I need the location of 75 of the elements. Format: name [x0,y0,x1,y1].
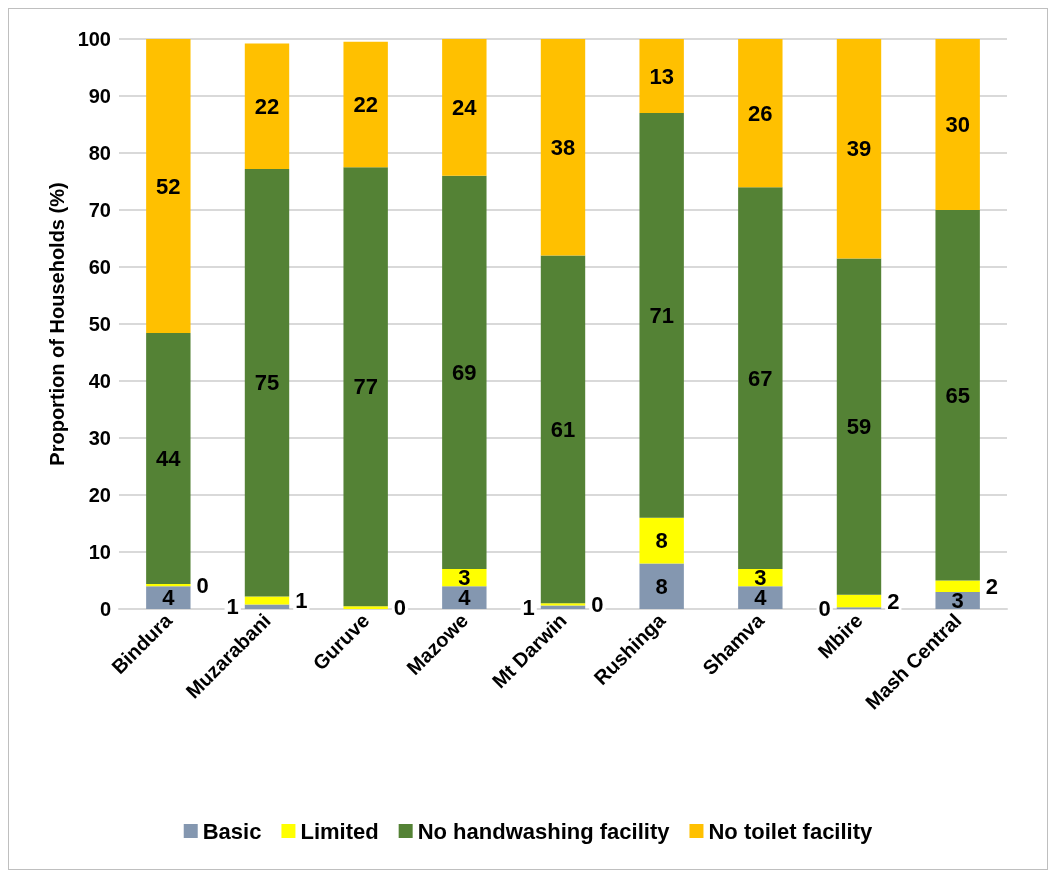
bar [935,210,980,581]
data-label: 24 [452,94,478,120]
bar [244,596,290,605]
bar [343,606,388,609]
bar [146,586,191,609]
data-label: 1 [522,594,535,620]
data-label: 0 [196,572,209,598]
bar [639,563,684,609]
y-tick-label: 80 [88,142,111,164]
data-label: 65 [945,382,970,408]
bar [935,580,980,592]
y-tick-label: 50 [88,313,111,335]
legend-label: Basic [202,818,262,844]
data-label: 2 [985,573,999,599]
data-label: 26 [748,100,773,126]
data-label: 75 [254,370,280,396]
data-label: 2 [887,588,900,614]
data-label: 38 [550,134,576,160]
data-label: 67 [748,365,773,391]
data-label: 39 [846,136,872,162]
data-label: 1 [226,594,239,620]
bar [343,41,388,168]
bar [244,604,290,609]
data-label: 61 [550,416,576,442]
data-label: 1 [295,587,308,613]
bar [738,586,783,609]
bar [738,39,783,188]
y-tick-label: 10 [88,541,111,563]
bar [146,333,191,584]
data-label: 30 [945,112,970,137]
data-label: 22 [353,92,378,118]
y-tick-label: 30 [88,427,111,449]
y-tick-label: 70 [88,199,111,221]
legend-label: Limited [300,818,379,844]
y-tick-label: 90 [88,85,111,107]
bar [343,167,388,607]
bar [540,255,586,604]
bar [244,43,290,169]
legend-label: No handwashing facility [417,818,671,844]
data-label: 71 [649,302,674,328]
y-tick-label: 40 [88,370,111,392]
data-label: 59 [846,414,872,440]
bar [836,39,882,259]
bar [442,175,487,570]
bar [836,258,882,595]
bar [738,187,783,570]
data-label: 22 [254,93,280,119]
bar [442,39,487,176]
bar [639,39,684,114]
data-label: 52 [156,173,181,199]
data-label: 77 [353,374,378,400]
data-label: 4 [162,585,176,611]
y-tick-label: 100 [77,28,111,50]
y-axis-title: Proportion of Households (%) [45,182,68,466]
data-label: 8 [655,528,668,554]
data-label: 0 [818,595,831,621]
data-label: 69 [452,359,477,385]
y-tick-label: 60 [88,256,111,278]
data-label: 0 [393,595,407,621]
data-label: 44 [156,446,182,472]
bar [244,168,290,597]
bar [146,39,191,334]
bar [442,586,487,609]
legend-label: No toilet facility [708,818,874,844]
bar [639,113,684,518]
bar [935,39,980,210]
data-label: 13 [649,63,674,89]
bar [836,594,882,608]
y-tick-label: 20 [88,484,111,506]
bar [540,39,586,256]
data-label: 3 [951,587,964,613]
data-label: 0 [591,591,604,617]
y-tick-label: 0 [99,598,111,620]
data-label: 8 [655,573,668,599]
bar [639,517,684,564]
